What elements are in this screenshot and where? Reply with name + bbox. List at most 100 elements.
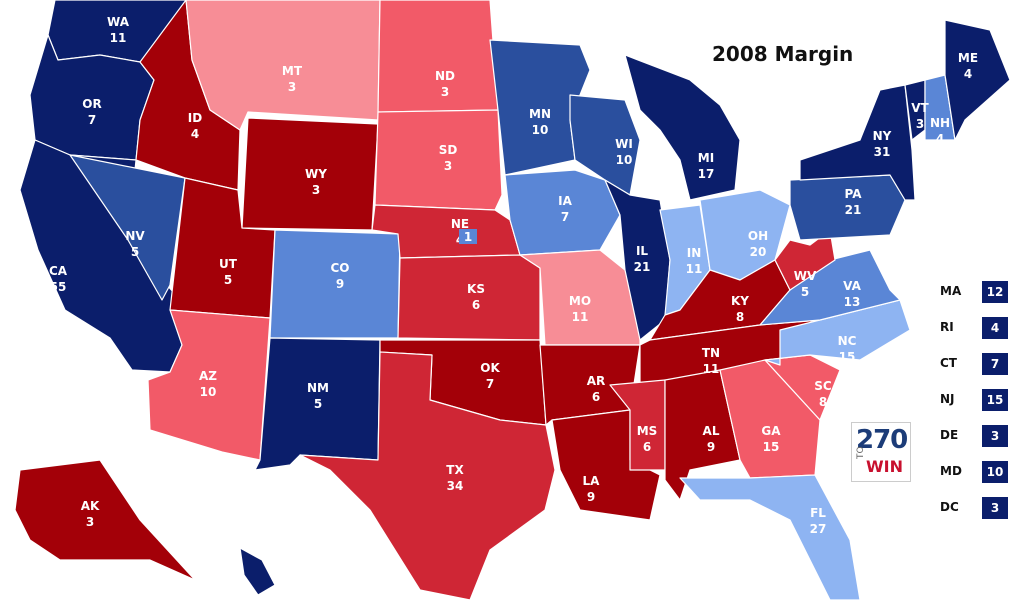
state-ev-tn: 11	[703, 362, 720, 376]
state-labels: WA 11 OR 7 CA 55 NV 5 ID 4 MT 3 WY 3 UT 5 AZ 10 CO 9 NM 5 ND 3 S…	[49, 15, 978, 600]
state-ev-wy: 3	[312, 183, 320, 197]
state-label-al: AL	[703, 424, 720, 438]
side-abbr-ma: MA	[940, 284, 962, 298]
state-label-ny: NY	[873, 129, 892, 143]
side-abbr-dc: DC	[940, 500, 959, 514]
state-label-id: ID	[188, 111, 202, 125]
state-label-tn: TN	[702, 346, 720, 360]
state-label-ar: AR	[587, 374, 606, 388]
state-ev-ky: 8	[736, 310, 744, 324]
state-fl[interactable]	[679, 474, 861, 600]
state-label-ak: AK	[81, 499, 100, 513]
state-nc[interactable]	[764, 299, 911, 366]
state-ev-nd: 3	[441, 85, 449, 99]
state-label-ne: NE	[451, 217, 469, 231]
state-ia[interactable]	[504, 169, 621, 256]
state-label-ok: OK	[480, 361, 500, 375]
state-label-wa: WA	[107, 15, 130, 29]
state-ny[interactable]	[799, 84, 916, 201]
state-ms[interactable]	[609, 379, 666, 471]
state-ev-or: 7	[88, 113, 96, 127]
state-ev-wv: 5	[801, 285, 809, 299]
state-label-il: IL	[636, 244, 648, 258]
state-ev-nm: 5	[314, 397, 322, 411]
side-row-nj[interactable]: NJ 15	[940, 389, 1020, 411]
side-row-ma[interactable]: MA 12	[940, 281, 1020, 303]
state-label-co: CO	[330, 261, 349, 275]
state-ev-ks: 6	[472, 298, 480, 312]
state-ev-ar: 6	[592, 390, 600, 404]
state-ev-wi: 10	[616, 153, 633, 167]
state-ev-nv: 5	[131, 245, 139, 259]
state-nd[interactable]	[377, 0, 499, 113]
state-ev-la: 9	[587, 490, 595, 504]
side-abbr-de: DE	[940, 428, 959, 442]
state-label-ga: GA	[761, 424, 781, 438]
side-abbr-ri: RI	[940, 320, 954, 334]
side-abbr-md: MD	[940, 464, 962, 478]
side-row-ri[interactable]: RI 4	[940, 317, 1020, 339]
side-row-ct[interactable]: CT 7	[940, 353, 1020, 375]
state-ev-ut: 5	[224, 273, 232, 287]
state-label-sc: SC	[814, 379, 832, 393]
state-label-ks: KS	[467, 282, 485, 296]
state-az[interactable]	[147, 309, 271, 461]
state-label-wy: WY	[305, 167, 327, 181]
side-ev-ct: 7	[982, 353, 1008, 375]
state-ks[interactable]	[397, 254, 541, 341]
state-tx[interactable]	[299, 351, 556, 600]
state-ev-fl: 27	[810, 522, 827, 536]
side-ev-dc: 3	[982, 497, 1008, 519]
state-label-pa: PA	[845, 187, 863, 201]
state-ev-me: 4	[964, 67, 972, 81]
state-label-sd: SD	[439, 143, 458, 157]
map-title: 2008 Margin	[712, 42, 854, 66]
side-ev-ri: 4	[982, 317, 1008, 339]
state-label-mt: MT	[282, 64, 303, 78]
side-abbr-nj: NJ	[940, 392, 955, 406]
state-hi[interactable]	[239, 547, 276, 596]
state-ev-mn: 10	[532, 123, 549, 137]
state-nv[interactable]	[69, 154, 186, 301]
state-label-hi: HI	[275, 587, 290, 600]
state-label-mo: MO	[569, 294, 591, 308]
state-ev-mt: 3	[288, 80, 296, 94]
side-ev-nj: 15	[982, 389, 1008, 411]
state-label-nc: NC	[838, 334, 857, 348]
state-ev-mo: 11	[572, 310, 589, 324]
state-ak[interactable]	[14, 459, 196, 581]
side-ev-de: 3	[982, 425, 1008, 447]
state-ev-ca: 55	[50, 280, 67, 294]
side-row-dc[interactable]: DC 3	[940, 497, 1020, 519]
state-ev-ok: 7	[486, 377, 494, 391]
state-label-mn: MN	[529, 107, 551, 121]
state-label-ut: UT	[219, 257, 238, 271]
state-ev-ga: 15	[763, 440, 780, 454]
state-label-nh: NH	[930, 116, 950, 130]
state-label-or: OR	[82, 97, 101, 111]
state-ev-az: 10	[200, 385, 217, 399]
side-ev-md: 10	[982, 461, 1008, 483]
side-ev-ma: 12	[982, 281, 1008, 303]
state-ev-nh: 4	[936, 132, 944, 146]
state-ev-vt: 3	[916, 117, 924, 131]
state-ev-sc: 8	[819, 395, 827, 409]
state-label-fl: FL	[810, 506, 826, 520]
side-row-md[interactable]: MD 10	[940, 461, 1020, 483]
state-ev-va: 13	[844, 295, 861, 309]
ne-district-box[interactable]	[459, 229, 477, 244]
state-ev-id: 4	[191, 127, 199, 141]
state-ev-sd: 3	[444, 159, 452, 173]
state-me[interactable]	[944, 19, 1011, 141]
state-label-ia: IA	[558, 194, 572, 208]
state-mi[interactable]	[624, 54, 741, 201]
logo-to: TO	[856, 446, 866, 459]
state-ev-in: 11	[686, 262, 703, 276]
state-label-vt: VT	[911, 101, 929, 115]
side-row-de[interactable]: DE 3	[940, 425, 1020, 447]
state-ev-ia: 7	[561, 210, 569, 224]
state-ev-wa: 11	[110, 31, 127, 45]
state-label-va: VA	[843, 279, 861, 293]
270towin-logo[interactable]: 270 TO WIN	[851, 422, 911, 482]
state-sd[interactable]	[374, 109, 503, 211]
